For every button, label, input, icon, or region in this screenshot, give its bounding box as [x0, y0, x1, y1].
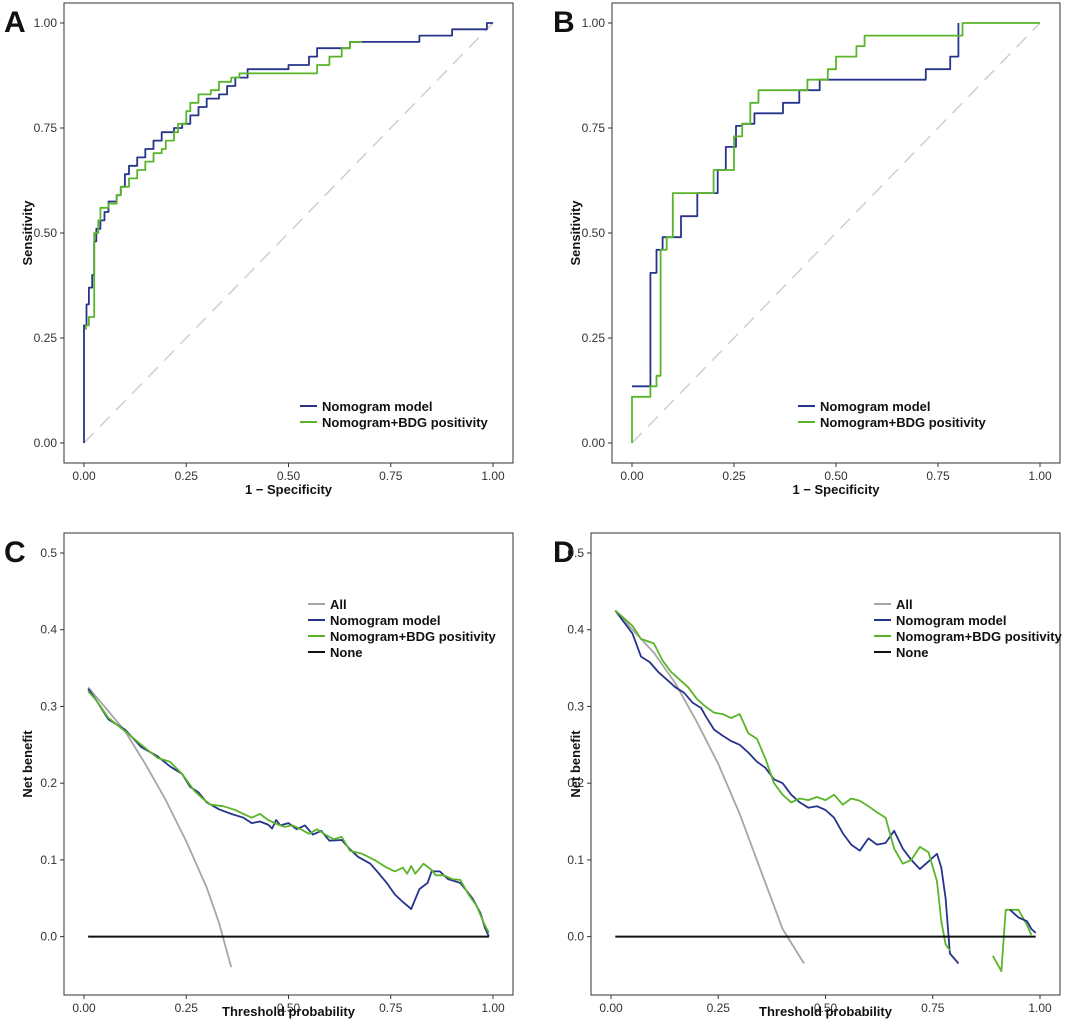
x-tick-label: 0.25	[722, 469, 746, 483]
y-tick-label: 0.75	[34, 121, 58, 135]
y-axis-title: Sensitivity	[568, 200, 583, 266]
legend-label: Nomogram model	[820, 399, 931, 414]
series-line-nomogram-model	[83, 22, 493, 443]
panel-label: B	[553, 6, 575, 39]
y-tick-label: 0.25	[34, 331, 58, 345]
y-axis-title: Net benefit	[568, 730, 583, 798]
x-tick-label: 0.25	[175, 469, 199, 483]
y-axis-title: Net benefit	[20, 730, 35, 798]
legend-label: Nomogram+BDG positivity	[330, 629, 497, 644]
x-tick-label: 0.75	[921, 1001, 945, 1015]
series-line-nomogram-bdg-positivity	[614, 609, 951, 951]
series-line-nomogram-bdg-positivity	[85, 41, 363, 330]
y-tick-label: 1.00	[582, 16, 606, 30]
x-tick-label: 0.50	[277, 1001, 301, 1015]
panel-d: D 0.00 0.25 0.50 0.75 1.00 0.0 0.1 0.2 0.3 0.4 0.5 T…	[553, 532, 1063, 1019]
legend-label: Nomogram+BDG positivity	[820, 415, 987, 430]
y-tick-label: 0.00	[582, 436, 606, 450]
x-tick-label: 0.50	[824, 469, 848, 483]
legend-label: None	[896, 645, 929, 660]
legend-label: Nomogram model	[896, 613, 1007, 628]
panel-label: D	[553, 536, 575, 569]
x-tick-label: 0.00	[599, 1001, 623, 1015]
x-tick-label: 1.00	[481, 1001, 505, 1015]
x-tick-label: 1.00	[1028, 469, 1052, 483]
legend-label: Nomogram+BDG positivity	[896, 629, 1063, 644]
plot-frame	[590, 532, 1061, 996]
series-line-nomogram-model	[1009, 909, 1037, 934]
x-tick-label: 0.00	[620, 469, 644, 483]
legend-label: Nomogram model	[322, 399, 433, 414]
series-line-all	[614, 609, 805, 964]
x-tick-label: 0.25	[707, 1001, 731, 1015]
y-tick-label: 0.00	[34, 436, 58, 450]
x-tick-label: 0.00	[72, 1001, 96, 1015]
y-tick-label: 0.75	[582, 121, 606, 135]
x-tick-label: 1.00	[1028, 1001, 1052, 1015]
series-line-all	[87, 686, 233, 968]
y-tick-label: 0.2	[40, 776, 57, 790]
x-tick-label: 0.50	[277, 469, 301, 483]
reference-diagonal	[83, 22, 494, 444]
series-line-nomogram-model	[632, 23, 960, 388]
y-tick-label: 0.0	[567, 930, 584, 944]
series-line-nomogram-bdg-positivity	[992, 908, 1033, 973]
series-line-nomogram-bdg-positivity	[87, 690, 490, 934]
y-tick-label: 1.00	[34, 16, 58, 30]
y-tick-label: 0.3	[567, 699, 584, 713]
x-tick-label: 1.00	[481, 469, 505, 483]
legend-label: None	[330, 645, 363, 660]
x-tick-label: 0.25	[175, 1001, 199, 1015]
x-tick-label: 0.75	[926, 469, 950, 483]
y-tick-label: 0.25	[582, 331, 606, 345]
reference-diagonal	[631, 22, 1041, 444]
x-axis-title: Threshold probability	[759, 1004, 893, 1019]
series-line-nomogram-bdg-positivity	[631, 22, 1040, 443]
x-tick-label: 0.00	[72, 469, 96, 483]
panel-b: B 0.00 0.25 0.50 0.75 1.00 0.00 0.25 0.50 0.75 1.0…	[553, 2, 1061, 497]
y-tick-label: 0.1	[40, 853, 57, 867]
panel-c: C 0.00 0.25 0.50 0.75 1.00 0.0 0.1 0.2 0.3 0.4 0.5 T…	[4, 532, 514, 1019]
panel-a: A 0.00 0.25 0.50 0.75 1.00 0.00 0.25 0.50 0.75 1.0…	[4, 2, 514, 497]
series-line-nomogram-model	[87, 688, 490, 937]
legend-label: All	[330, 597, 347, 612]
series-line-nomogram-model	[614, 609, 960, 965]
legend-label: All	[896, 597, 913, 612]
legend-label: Nomogram+BDG positivity	[322, 415, 489, 430]
x-axis-title: 1 − Specificity	[792, 482, 880, 497]
x-tick-label: 0.50	[814, 1001, 838, 1015]
y-tick-label: 0.50	[34, 226, 58, 240]
y-tick-label: 0.4	[567, 623, 584, 637]
y-tick-label: 0.2	[567, 776, 584, 790]
x-axis-title: Threshold probability	[222, 1004, 356, 1019]
y-tick-label: 0.3	[40, 699, 57, 713]
panel-label: C	[4, 536, 26, 569]
y-tick-label: 0.1	[567, 853, 584, 867]
x-axis-title: 1 − Specificity	[245, 482, 333, 497]
x-tick-label: 0.75	[379, 1001, 403, 1015]
panel-label: A	[4, 6, 26, 39]
y-tick-label: 0.4	[40, 623, 57, 637]
legend-label: Nomogram model	[330, 613, 441, 628]
plot-frame	[63, 532, 514, 996]
y-tick-label: 0.0	[40, 930, 57, 944]
y-tick-label: 0.5	[567, 546, 584, 560]
y-tick-label: 0.50	[582, 226, 606, 240]
y-axis-title: Sensitivity	[20, 200, 35, 266]
x-tick-label: 0.75	[379, 469, 403, 483]
y-tick-label: 0.5	[40, 546, 57, 560]
